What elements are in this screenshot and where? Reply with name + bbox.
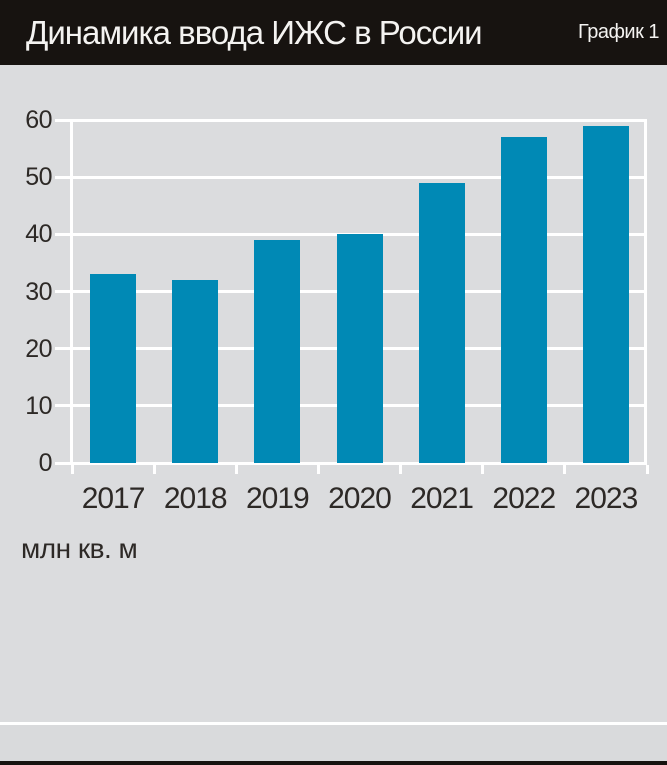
- x-axis-tick: [70, 464, 74, 474]
- y-axis-unit-label: млн кв. м: [21, 533, 138, 564]
- footer-divider: [0, 722, 667, 725]
- bar-2017: [90, 274, 137, 463]
- x-axis-line: [55, 461, 647, 465]
- x-axis-tick-label: 2023: [574, 482, 639, 515]
- gridline: [55, 118, 647, 122]
- plot-right-border: [644, 120, 647, 465]
- x-axis-tick-label: 2021: [410, 482, 474, 515]
- y-axis-tick-label: 40: [25, 220, 52, 249]
- y-axis-tick-label: 20: [25, 334, 52, 363]
- x-axis-tick-label: 2022: [492, 482, 556, 515]
- x-axis-tick-label: 2020: [328, 482, 392, 515]
- chart-title: Динамика ввода ИЖС в России: [26, 13, 483, 51]
- gridline: [55, 175, 647, 179]
- x-axis-tick: [563, 464, 567, 474]
- x-axis-tick: [152, 464, 156, 474]
- bar-2021: [418, 182, 465, 463]
- y-axis-tick-label: 50: [25, 163, 52, 192]
- bar-2020: [336, 234, 383, 463]
- x-axis-tick: [645, 464, 649, 474]
- x-axis-tick-label: 2019: [245, 482, 310, 515]
- chart-number-badge: График 1: [577, 21, 660, 43]
- plot-area: 0 10 20 30 40 50 60 2017 2018 2019 2020 2021 2022 202…: [0, 65, 667, 665]
- x-axis-tick: [399, 464, 403, 474]
- source-row: Источник: Дом.РФ: [0, 725, 667, 761]
- bar-2023: [582, 125, 629, 463]
- x-axis-tick: [481, 464, 485, 474]
- x-axis-tick-label: 2018: [163, 482, 228, 515]
- bottom-border: [0, 761, 667, 765]
- x-axis-tick-label: 2017: [81, 482, 146, 515]
- chart-header: Динамика ввода ИЖС в России График 1: [0, 0, 667, 65]
- x-axis-tick: [234, 464, 238, 474]
- y-axis-tick-label: 0: [38, 449, 53, 477]
- y-axis-tick-label: 30: [25, 277, 52, 306]
- bar-2019: [254, 240, 301, 463]
- x-axis-tick: [316, 464, 320, 474]
- y-axis-tick-label: 10: [25, 391, 52, 420]
- bar-2018: [172, 280, 219, 463]
- bar-2022: [500, 137, 547, 463]
- y-axis-line: [70, 120, 73, 465]
- y-axis-tick-label: 60: [25, 106, 52, 134]
